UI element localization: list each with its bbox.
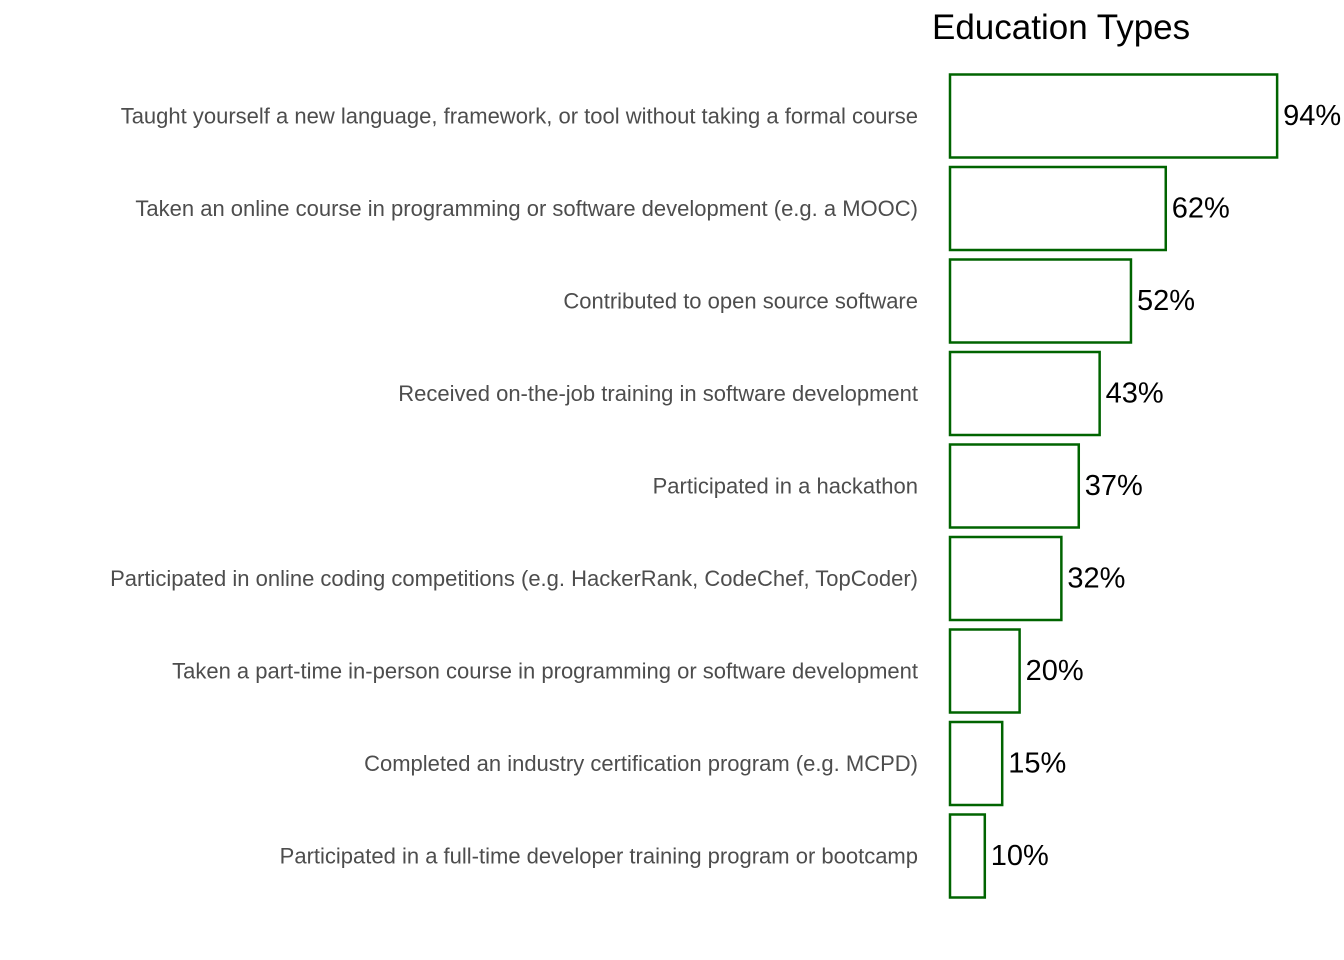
bar — [948, 813, 987, 899]
bar-row: Taken an online course in programming or… — [135, 165, 1230, 252]
value-label: 37% — [1085, 470, 1143, 502]
category-label: Taken a part-time in-person course in pr… — [172, 659, 918, 684]
category-label: Participated in online coding competitio… — [110, 566, 918, 591]
category-label: Participated in a full-time developer tr… — [280, 844, 918, 869]
value-label: 52% — [1137, 285, 1195, 317]
bar — [948, 628, 1021, 714]
bar — [948, 350, 1101, 437]
bar-row: Taught yourself a new language, framewor… — [121, 73, 1341, 159]
bar-row: Contributed to open source software 52% — [563, 258, 1195, 344]
bar-row: Participated in online coding competitio… — [110, 535, 1125, 622]
value-label: 62% — [1172, 193, 1230, 225]
value-label: 20% — [1026, 655, 1084, 687]
bars-layer: Taught yourself a new language, framewor… — [110, 73, 1341, 899]
value-label: 43% — [1106, 378, 1164, 410]
category-label: Taught yourself a new language, framewor… — [121, 104, 918, 129]
category-label: Completed an industry certification prog… — [364, 751, 918, 776]
bar — [948, 443, 1081, 529]
bar-row: Participated in a hackathon 37% — [653, 443, 1143, 529]
bar — [948, 720, 1004, 807]
category-label: Contributed to open source software — [563, 289, 918, 314]
value-label: 94% — [1283, 100, 1341, 132]
bar — [948, 535, 1063, 622]
category-label: Taken an online course in programming or… — [135, 196, 918, 221]
bar-row: Completed an industry certification prog… — [364, 720, 1066, 807]
chart-title: Education Types — [932, 8, 1190, 47]
category-label: Received on-the-job training in software… — [398, 381, 918, 406]
value-label: 15% — [1008, 748, 1066, 780]
bar-row: Taken a part-time in-person course in pr… — [172, 628, 1084, 714]
bar — [948, 258, 1133, 344]
bar-row: Received on-the-job training in software… — [398, 350, 1164, 437]
category-label: Participated in a hackathon — [653, 474, 918, 499]
bar-row: Participated in a full-time developer tr… — [280, 813, 1049, 899]
bar — [948, 165, 1168, 252]
value-label: 10% — [991, 840, 1049, 872]
bar — [948, 73, 1279, 159]
value-label: 32% — [1067, 563, 1125, 595]
